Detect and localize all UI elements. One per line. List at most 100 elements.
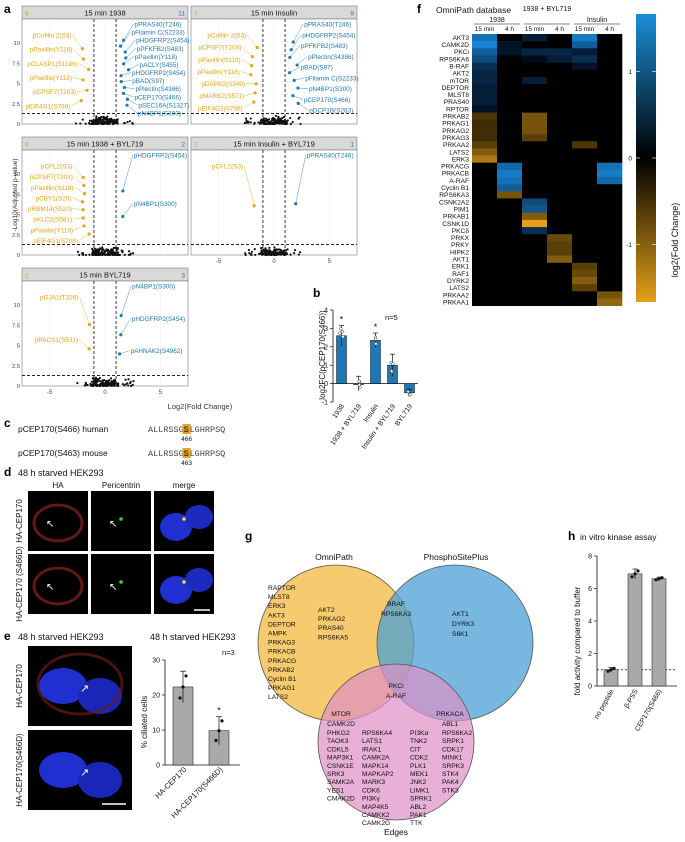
heatmap-cell: [497, 169, 523, 178]
data-point: [277, 115, 280, 118]
heatmap-cell: [597, 262, 623, 271]
centrosome-signal: [182, 580, 186, 584]
heatmap-cell: [572, 148, 598, 156]
heatmap-cell: [572, 255, 598, 264]
data-point: [100, 250, 104, 253]
label-leader: [297, 87, 308, 89]
heatmap-cell: [547, 198, 573, 206]
row-label: PRKAG3: [442, 135, 469, 142]
data-point: [110, 249, 113, 252]
heatmap-cell: [597, 105, 623, 113]
data-point: [262, 117, 265, 121]
colorbar-tick-label: 1: [628, 69, 632, 76]
site-highlight: [182, 448, 191, 458]
heatmap-cell: [472, 234, 498, 242]
data-point: [260, 118, 263, 121]
row-label: PRKAA2: [443, 142, 469, 149]
count-down: 2: [25, 273, 29, 280]
label-leader: [123, 93, 134, 97]
label-leader: [72, 34, 83, 49]
heatmap-cell: [547, 184, 573, 192]
row-label: RPTOR: [446, 106, 469, 113]
heatmap-cell: [547, 269, 573, 278]
data-point: [94, 251, 97, 254]
y-tick: 2.5: [12, 364, 20, 370]
label-leader: [72, 197, 83, 202]
significance-star: *: [374, 322, 378, 332]
heatmap-cell: [472, 291, 498, 299]
heatmap-cell: [547, 141, 573, 149]
panel-b-ylabel: log2FC(pCEP170(S466)): [318, 310, 327, 400]
label-leader: [292, 95, 303, 100]
gene-edges: MINK1: [442, 755, 463, 762]
heatmap-cell: [522, 126, 548, 135]
data-point: [98, 384, 101, 387]
heatmap-cell: [547, 112, 573, 121]
heatmap-cell: [547, 169, 573, 178]
heatmap-cell: [497, 34, 523, 42]
data-point: [121, 382, 124, 386]
row-label: HA-CEP170(S466D): [15, 733, 24, 807]
data-point: [291, 120, 294, 124]
heatmap-cell: [597, 298, 623, 306]
y-tick: 5: [17, 82, 20, 88]
data-point: [118, 253, 121, 256]
label-down: pRBM14(S520): [28, 206, 72, 213]
label-leader: [120, 31, 131, 47]
replicate-point: [654, 578, 658, 582]
heatmap-cell: [497, 241, 523, 249]
gene-edges: PHKG2: [327, 730, 350, 737]
data-point: [89, 382, 92, 385]
heatmap-cell: [497, 69, 523, 78]
heatmap-cell: [597, 91, 623, 99]
colorbar-tick-label: 0: [628, 156, 632, 163]
gene-edges: MAP4K5: [362, 804, 389, 811]
y-tick: 0: [17, 384, 20, 390]
heatmap-cell: [547, 155, 573, 163]
heatmap-cell: [522, 298, 548, 306]
count-up: 2: [181, 142, 185, 149]
heatmap-cell: [597, 234, 623, 242]
micrograph: [91, 554, 151, 614]
heatmap-cell: [472, 198, 498, 206]
label-leader: [295, 154, 306, 204]
label-leader: [246, 34, 258, 48]
data-point: [105, 384, 108, 387]
data-point: [274, 253, 277, 256]
heatmap-cell: [547, 284, 573, 292]
label-leader: [122, 154, 133, 191]
heatmap-cell: [497, 148, 523, 156]
sequence-pre: ALLRSSG: [148, 449, 184, 459]
data-point: [274, 248, 277, 252]
heatmap-cell: [522, 155, 548, 163]
replicate-point: [630, 575, 634, 579]
heatmap-cell: [572, 262, 598, 271]
gene-edges: YES1: [327, 787, 344, 794]
gene-psp: S6K1: [452, 631, 469, 638]
heatmap-cell: [547, 219, 573, 228]
data-point: [298, 116, 301, 119]
label-down: pMARK2(S571): [199, 93, 244, 100]
data-point: [263, 252, 266, 256]
x-tick: 5: [159, 390, 163, 396]
row-label: PKCι: [454, 49, 470, 56]
heatmap-cell: [522, 134, 548, 142]
column-label: 15 min: [525, 26, 545, 33]
data-point: [106, 115, 109, 118]
y-tick-label: 6: [588, 586, 592, 593]
gene-omni-psp: RPS6KA3: [381, 611, 411, 618]
heatmap-cell: [497, 105, 523, 113]
heatmap-cell: [597, 284, 623, 292]
row-label: CSNK1D: [442, 221, 469, 228]
y-tick-label: 4: [324, 308, 328, 315]
label-leader: [73, 225, 85, 230]
data-point: [123, 253, 126, 256]
replicate-point: [612, 666, 616, 670]
heatmap-cell: [547, 134, 573, 142]
heatmap-cell: [522, 227, 548, 235]
x-tick: 5: [328, 259, 332, 265]
heatmap-cell: [472, 255, 498, 264]
data-point: [272, 253, 275, 256]
data-point: [283, 249, 286, 252]
